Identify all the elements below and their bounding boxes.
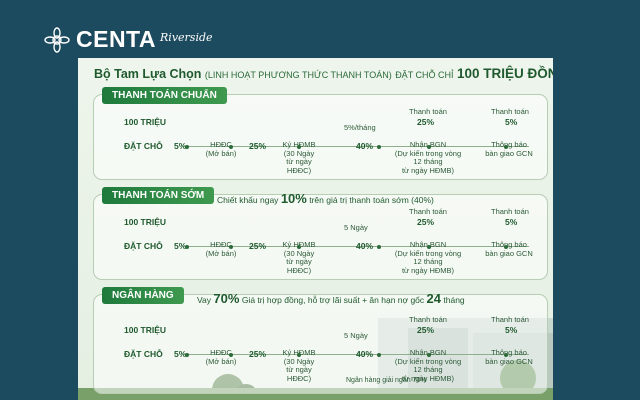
final-pct: 5% xyxy=(505,325,518,335)
pay-pct: 25% xyxy=(417,325,435,335)
plan-tab: THANH TOÁN SỚM xyxy=(102,187,215,204)
plan-note: Chiết khấu ngay 10% trên giá trị thanh t… xyxy=(217,191,434,206)
pct-1: 5% xyxy=(174,141,187,151)
timeline-dot xyxy=(229,244,233,249)
note-big: 70% xyxy=(213,291,240,306)
pay-label: Thanh toán xyxy=(409,315,447,324)
milestone-gcn: Thông báo bàn giao GCN xyxy=(485,140,533,158)
pay-label: Thanh toán xyxy=(409,107,447,116)
note-big: 10% xyxy=(280,191,307,206)
term-label: 5%/tháng xyxy=(344,123,376,132)
plan-card-standard: THANH TOÁN CHUẨN 100 TRIỆU ĐẶT CHỖ 5% HĐ… xyxy=(93,87,548,180)
milestone-hdmb: Ký HĐMB (30 Ngày từ ngày HĐĐC) xyxy=(282,140,316,175)
plan-note: Vay 70% Giá trị hợp đồng, hỗ trợ lãi suấ… xyxy=(197,291,465,306)
timeline-dot xyxy=(504,352,508,357)
pay-pct: 25% xyxy=(417,217,435,227)
timeline-dot xyxy=(377,244,381,249)
milestone-bgn: Nhận BGN (Dự kiến trong vòng 12 tháng từ… xyxy=(394,348,462,383)
timeline-dot xyxy=(185,244,189,249)
timeline-dot xyxy=(504,144,508,149)
headline-main: Bộ Tam Lựa Chọn xyxy=(94,67,202,81)
timeline-line xyxy=(184,354,529,355)
milestone-gcn: Thông báo bàn giao GCN xyxy=(485,240,533,258)
note-post-2: tháng xyxy=(443,295,465,305)
timeline-dot xyxy=(229,144,233,149)
final-label: Thanh toán xyxy=(491,315,529,324)
term-label: 5 Ngày xyxy=(344,331,368,340)
timeline-dot xyxy=(427,144,431,149)
final-pct: 5% xyxy=(505,117,518,127)
deposit-label: ĐẶT CHỖ xyxy=(124,241,163,251)
milestone-hddc: HĐĐC (Mở bán) xyxy=(205,140,237,158)
pct-3: 40% xyxy=(356,141,374,151)
final-label: Thanh toán xyxy=(491,107,529,116)
bank-disbursement-caption: Ngân hàng giải ngân 70% xyxy=(346,377,427,384)
milestone-gcn: Thông báo bàn giao GCN xyxy=(485,348,533,366)
plan-tab: NGÂN HÀNG xyxy=(102,287,184,304)
note-post: trên giá trị thanh toán sớm (40%) xyxy=(309,195,434,205)
headline-deposit-amount: 100 TRIỆU ĐỒNG xyxy=(457,66,553,81)
timeline-dot xyxy=(185,352,189,357)
plan-card-bank: NGÂN HÀNG Vay 70% Giá trị hợp đồng, hỗ t… xyxy=(93,287,548,394)
timeline-dot xyxy=(297,352,301,357)
milestone-bgn: Nhận BGN (Dự kiến trong vòng 12 tháng từ… xyxy=(394,240,462,275)
note-big-2: 24 xyxy=(426,291,441,306)
pct-3: 40% xyxy=(356,349,374,359)
milestone-hdmb: Ký HĐMB (30 Ngày từ ngày HĐĐC) xyxy=(282,240,316,275)
note-pre: Vay xyxy=(197,295,212,305)
pct-2: 25% xyxy=(249,241,267,251)
milestone-hddc: HĐĐC (Mở bán) xyxy=(205,348,237,366)
deposit-amount: 100 TRIỆU xyxy=(124,325,167,335)
timeline-dot xyxy=(427,244,431,249)
timeline-dot xyxy=(297,144,301,149)
pct-1: 5% xyxy=(174,349,187,359)
final-pct: 5% xyxy=(505,217,518,227)
pct-3: 40% xyxy=(356,241,374,251)
plan-card-early: THANH TOÁN SỚM Chiết khấu ngay 10% trên … xyxy=(93,187,548,280)
deposit-amount: 100 TRIỆU xyxy=(124,217,167,227)
brand-logo: CENTA Riverside xyxy=(44,26,213,53)
timeline-line xyxy=(184,246,529,247)
milestone-bgn: Nhận BGN (Dự kiến trong vòng 12 tháng từ… xyxy=(394,140,462,175)
headline: Bộ Tam Lựa Chọn (LINH HOẠT PHƯƠNG THỨC T… xyxy=(94,66,553,81)
note-pre: Chiết khấu ngay xyxy=(217,195,279,205)
deposit-amount: 100 TRIỆU xyxy=(124,117,167,127)
plan-tab: THANH TOÁN CHUẨN xyxy=(102,87,227,104)
final-label: Thanh toán xyxy=(491,207,529,216)
brand-name: CENTA xyxy=(76,26,157,52)
milestone-hddc: HĐĐC (Mở bán) xyxy=(205,240,237,258)
headline-deposit-prefix: ĐẶT CHỖ CHỈ xyxy=(395,70,454,80)
payment-options-panel: Bộ Tam Lựa Chọn (LINH HOẠT PHƯƠNG THỨC T… xyxy=(78,58,553,400)
timeline-dot xyxy=(377,352,381,357)
pay-label: Thanh toán xyxy=(409,207,447,216)
milestone-hdmb: Ký HĐMB (30 Ngày từ ngày HĐĐC) xyxy=(282,348,316,383)
lotus-icon xyxy=(44,26,70,53)
pay-pct: 25% xyxy=(417,117,435,127)
timeline-dot xyxy=(229,352,233,357)
headline-sub: (LINH HOẠT PHƯƠNG THỨC THANH TOÁN) xyxy=(204,70,392,80)
term-label: 5 Ngày xyxy=(344,223,368,232)
note-post: Giá trị hợp đồng, hỗ trợ lãi suất + ân h… xyxy=(241,295,425,305)
pct-1: 5% xyxy=(174,241,187,251)
deposit-label: ĐẶT CHỖ xyxy=(124,349,163,359)
timeline-dot xyxy=(185,144,189,149)
pct-2: 25% xyxy=(249,349,267,359)
brand-subname: Riverside xyxy=(160,31,213,44)
deposit-label: ĐẶT CHỖ xyxy=(124,141,163,151)
timeline-dot xyxy=(504,244,508,249)
timeline-line xyxy=(184,146,529,147)
timeline-dot xyxy=(297,244,301,249)
pct-2: 25% xyxy=(249,141,267,151)
timeline-dot xyxy=(427,352,431,357)
timeline-dot xyxy=(377,144,381,149)
